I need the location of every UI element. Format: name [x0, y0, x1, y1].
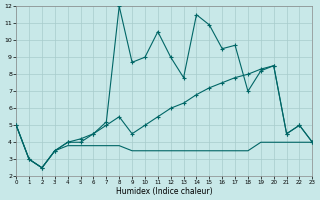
X-axis label: Humidex (Indice chaleur): Humidex (Indice chaleur) — [116, 187, 212, 196]
